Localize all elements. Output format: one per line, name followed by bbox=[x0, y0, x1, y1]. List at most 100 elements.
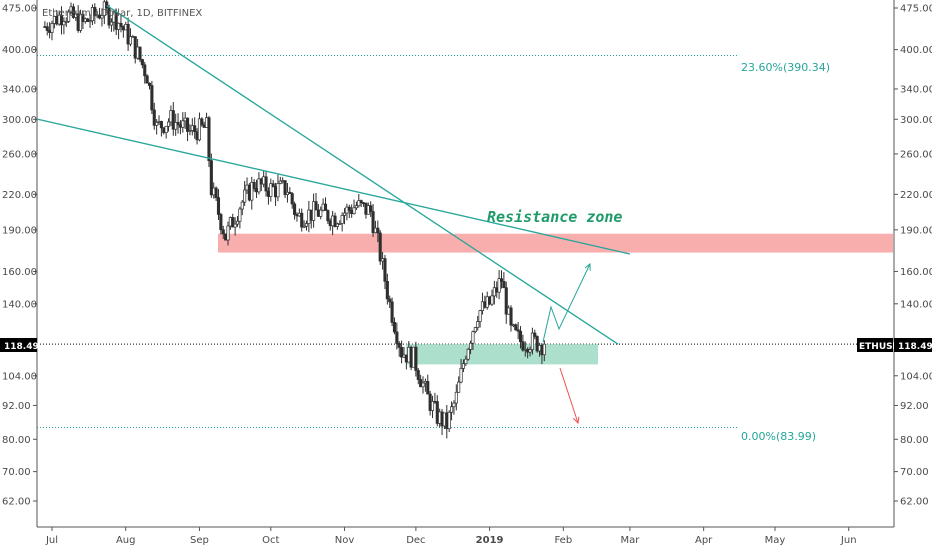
candle-body bbox=[518, 330, 523, 343]
candle bbox=[138, 46, 142, 63]
candle-body bbox=[78, 13, 83, 31]
candle-body bbox=[516, 329, 520, 332]
candle-body bbox=[152, 109, 156, 126]
candle bbox=[174, 113, 178, 136]
bearish-projection-arrow bbox=[559, 367, 578, 423]
y-tick-label-right: 475.00 bbox=[900, 4, 932, 15]
candle bbox=[430, 395, 435, 419]
candle-body bbox=[469, 342, 473, 350]
candle bbox=[293, 201, 297, 220]
candle-body bbox=[138, 46, 142, 60]
candle bbox=[276, 174, 280, 202]
candle-body bbox=[499, 278, 504, 282]
candle bbox=[516, 322, 520, 340]
candle bbox=[369, 201, 373, 217]
x-tick-label: Jul bbox=[45, 535, 58, 546]
candle bbox=[219, 212, 223, 235]
candle bbox=[102, 0, 106, 25]
candle bbox=[416, 368, 420, 385]
candle bbox=[288, 187, 292, 195]
candle bbox=[385, 273, 389, 305]
candle bbox=[326, 209, 330, 224]
candle-body bbox=[466, 348, 470, 360]
y-tick-label-left: 475.00 bbox=[2, 4, 37, 15]
y-tick-label-right: 104.00 bbox=[900, 371, 932, 382]
candle-body bbox=[426, 381, 430, 395]
candle-body bbox=[502, 281, 506, 289]
y-tick-label-left: 220.00 bbox=[2, 190, 37, 201]
candle bbox=[338, 220, 342, 225]
candle-body bbox=[354, 205, 358, 209]
candle bbox=[152, 102, 156, 130]
candle-body bbox=[128, 36, 133, 45]
candle bbox=[347, 204, 351, 219]
candle-body bbox=[454, 391, 458, 404]
candle bbox=[528, 346, 532, 357]
candle-body bbox=[155, 121, 159, 126]
x-tick-label: Jun bbox=[840, 535, 857, 546]
y-tick-label-left: 340.00 bbox=[2, 84, 37, 95]
y-tick-label-left: 92.00 bbox=[2, 401, 31, 412]
candle-body bbox=[171, 110, 175, 130]
candle-body bbox=[459, 368, 463, 383]
candle bbox=[504, 281, 508, 324]
y-tick-label-right: 220.00 bbox=[900, 190, 932, 201]
candle bbox=[109, 18, 114, 32]
candle-body bbox=[376, 227, 380, 234]
candle-body bbox=[457, 381, 461, 393]
candle bbox=[107, 4, 111, 29]
candle bbox=[354, 201, 358, 210]
candle bbox=[452, 400, 456, 415]
candle bbox=[145, 74, 149, 84]
candle bbox=[490, 289, 494, 307]
x-tick-label: Sep bbox=[190, 535, 209, 546]
candle-body bbox=[300, 212, 304, 228]
candle-body bbox=[214, 187, 218, 198]
candle-body bbox=[509, 307, 513, 326]
candle-body bbox=[461, 363, 465, 369]
candle bbox=[264, 171, 268, 197]
candle bbox=[176, 113, 180, 134]
candle-body bbox=[233, 223, 237, 228]
y-tick-label-right: 80.00 bbox=[900, 435, 929, 446]
candle-body bbox=[86, 18, 90, 22]
y-tick-label-left: 80.00 bbox=[2, 435, 31, 446]
candle-body bbox=[464, 358, 468, 365]
y-tick-label-right: 160.00 bbox=[900, 267, 932, 278]
candle-body bbox=[342, 212, 347, 216]
candle bbox=[126, 17, 130, 51]
candle-body bbox=[528, 349, 532, 353]
candle-body bbox=[416, 370, 420, 380]
candle-body bbox=[107, 7, 111, 26]
candle-body bbox=[390, 301, 394, 323]
candle bbox=[243, 180, 247, 206]
candle-body bbox=[397, 343, 401, 348]
candle bbox=[186, 117, 190, 142]
candle-body bbox=[473, 327, 477, 332]
x-tick-label: Aug bbox=[116, 535, 136, 546]
candle-body bbox=[71, 6, 75, 18]
candle-body bbox=[200, 118, 204, 126]
candle bbox=[128, 28, 133, 47]
candle-body bbox=[100, 15, 104, 19]
candle-body bbox=[88, 20, 92, 23]
candle bbox=[530, 327, 534, 355]
candle bbox=[466, 347, 470, 361]
candle-body bbox=[400, 347, 404, 358]
candle bbox=[193, 117, 197, 139]
candle bbox=[476, 315, 480, 331]
y-tick-label-left: 70.00 bbox=[2, 467, 31, 478]
trendlines-layer bbox=[37, 4, 631, 423]
y-tick-label-left: 300.00 bbox=[2, 115, 37, 126]
y-tick-label-right: 190.00 bbox=[900, 225, 932, 236]
candle-body bbox=[81, 13, 85, 22]
candle-body bbox=[378, 232, 382, 262]
candle-body bbox=[533, 332, 537, 337]
candle bbox=[400, 340, 404, 364]
candle-body bbox=[359, 200, 363, 203]
candle bbox=[514, 323, 518, 331]
y-tick-label-right: 70.00 bbox=[900, 467, 929, 478]
candle-body bbox=[478, 310, 482, 322]
candle bbox=[535, 335, 539, 353]
